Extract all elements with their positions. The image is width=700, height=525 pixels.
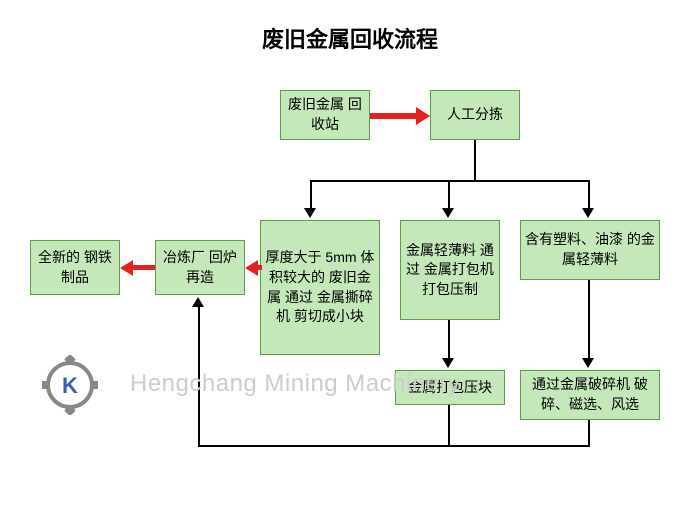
node-shredder: 厚度大于 5mm 体积较大的 废旧金属 通过 金属撕碎机 剪切成小块 [260,220,380,355]
line-drop-3 [588,180,590,210]
node-plastic-thin: 含有塑料、油漆 的金属轻薄料 [520,220,660,280]
arrow-head [120,260,133,276]
arrow-head [582,208,594,218]
arrow-head [192,297,204,307]
node-smelter: 冶炼厂 回炉再造 [155,240,245,295]
line-split-h [310,180,590,182]
line-bale-down [448,405,450,445]
node-new-steel: 全新的 钢铁制品 [30,240,120,295]
line-up-to-smelter [198,307,200,446]
line-sort-down [474,140,476,180]
arrow-smelter-to-steel [132,265,155,270]
node-recycle-station: 废旧金属 回收站 [280,90,370,140]
line-bottom-h [198,445,590,447]
line-crusher-down [588,420,590,446]
line-plastic-down [588,280,590,360]
node-manual-sort: 人工分拣 [430,90,520,140]
arrow-head [416,107,430,125]
node-crusher: 通过金属破碎机 破碎、磁选、风选 [520,370,660,420]
node-bale-block: 金属打包压块 [395,370,505,405]
line-drop-1 [310,180,312,210]
arrow-head [582,358,594,368]
node-baler: 金属轻薄料 通过 金属打包机 打包压制 [400,220,500,320]
arrow-head [304,208,316,218]
arrow-head [442,358,454,368]
line-drop-2 [448,180,450,210]
logo-icon: K [40,355,100,415]
svg-text:K: K [62,373,78,398]
line-baler-down [448,320,450,360]
arrow-recycle-to-sort [370,113,418,119]
diagram-title: 废旧金属回收流程 [0,0,700,54]
arrow-head [442,208,454,218]
arrow-head [245,260,258,276]
